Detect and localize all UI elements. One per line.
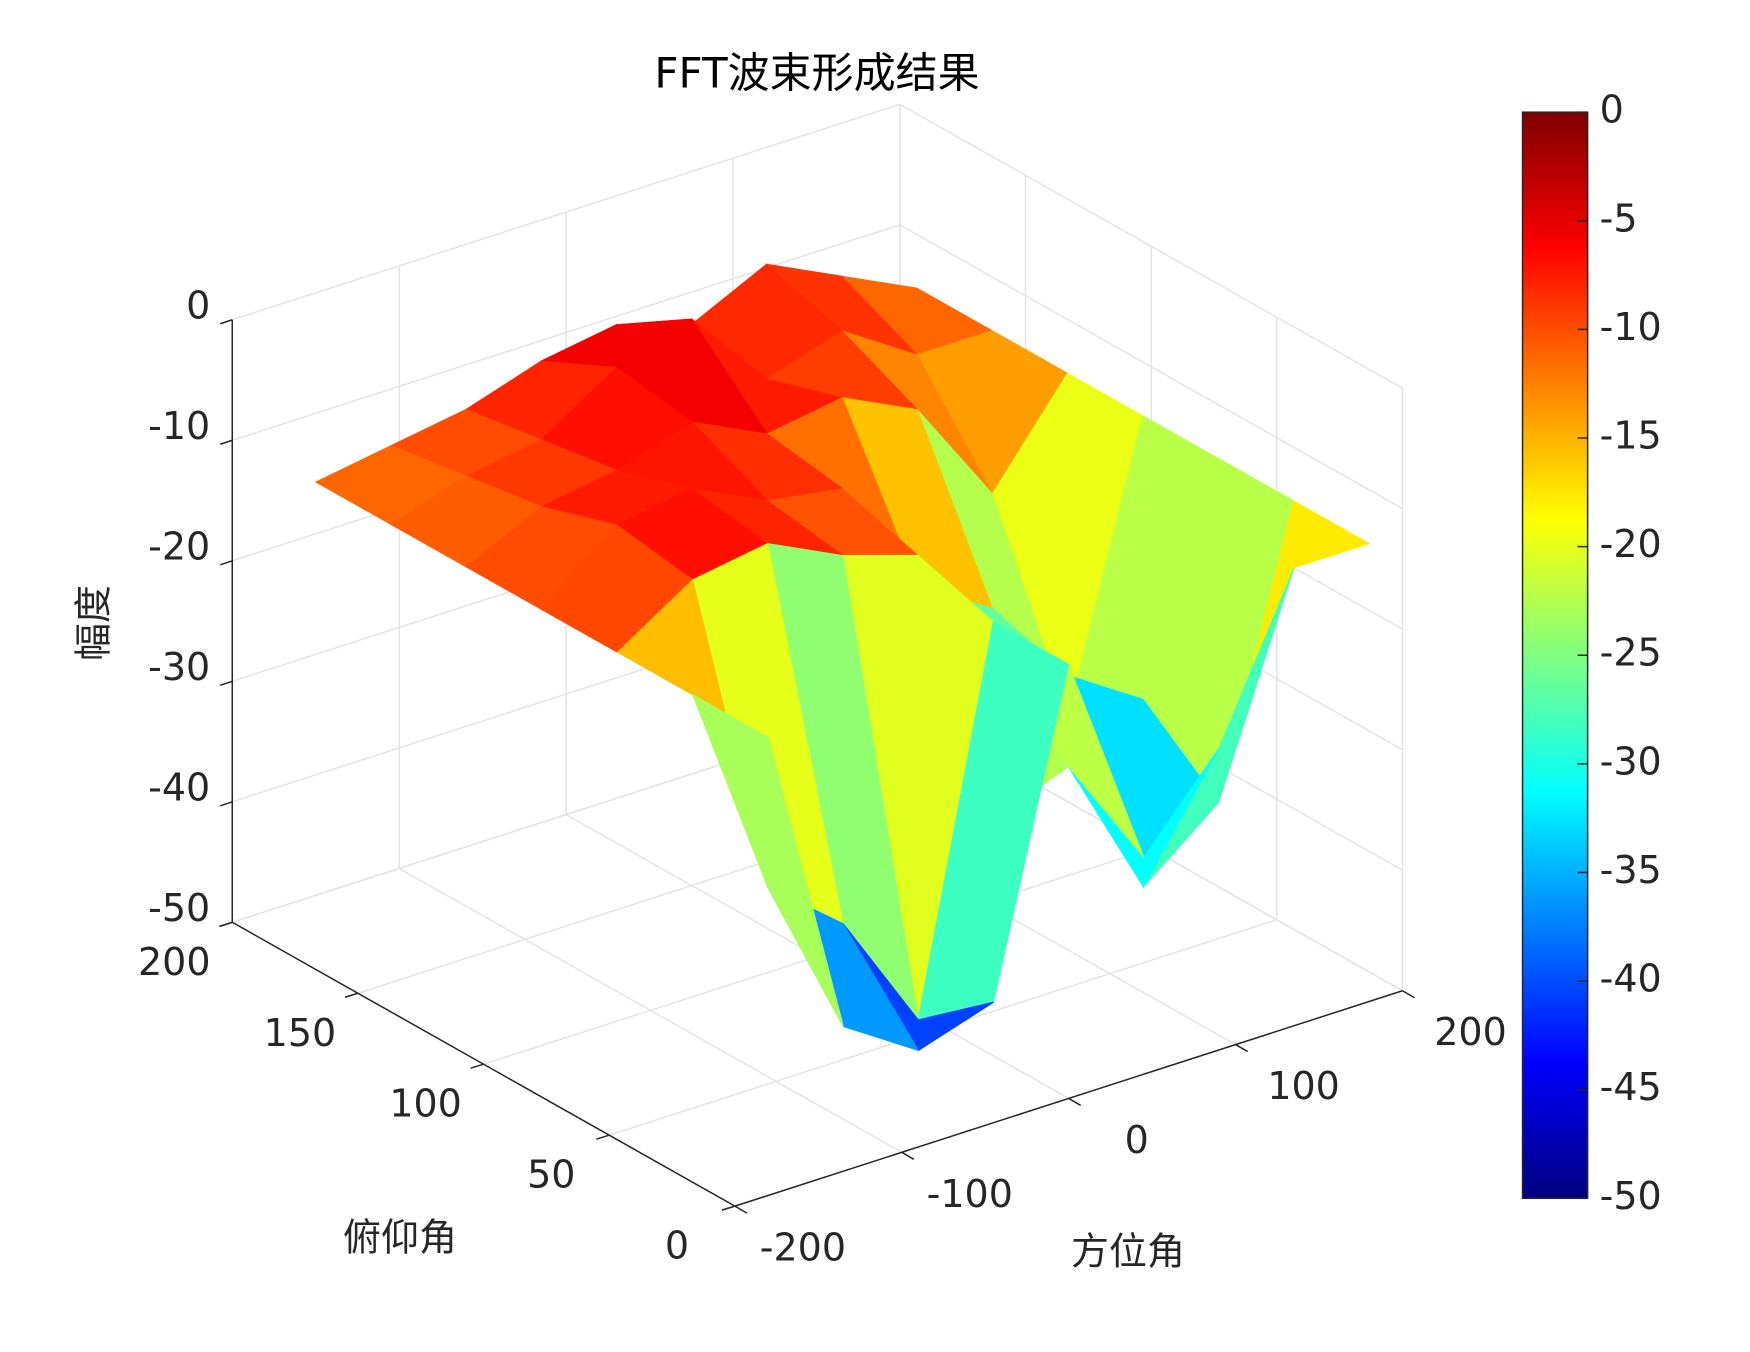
- colorbar-tick-label: -45: [1600, 1065, 1662, 1109]
- z-tick-label: -10: [148, 404, 210, 448]
- x-tick: [1402, 990, 1415, 999]
- z-tick-label: -30: [148, 645, 210, 689]
- z-tick: [220, 319, 233, 325]
- colorbar-tick-label: -50: [1600, 1174, 1662, 1218]
- z-tick-label: -20: [148, 524, 210, 568]
- x-tick: [901, 1151, 915, 1160]
- colorbar-tick-label: -5: [1600, 196, 1638, 240]
- colorbar-tick-label: -20: [1600, 522, 1662, 566]
- z-tick-label: -50: [148, 886, 210, 930]
- x-tick-label: -100: [927, 1172, 1013, 1216]
- x-tick-label: 0: [1125, 1118, 1149, 1162]
- colorbar-tick-label: -40: [1600, 957, 1662, 1001]
- x-axis-label: 方位角: [1071, 1230, 1185, 1274]
- colorbar: [1521, 111, 1589, 1200]
- y-tick: [344, 992, 359, 998]
- colorbar-tick-label: 0: [1600, 88, 1624, 132]
- x-tick-label: 200: [1434, 1010, 1507, 1054]
- y-tick-label: 50: [527, 1153, 575, 1197]
- z-tick: [220, 680, 233, 686]
- y-tick-label: 150: [264, 1011, 337, 1055]
- colorbar-tick-label: -10: [1600, 305, 1662, 349]
- y-tick-label: 100: [389, 1082, 462, 1126]
- colorbar-tick-label: -35: [1600, 848, 1662, 892]
- colorbar-tick-label: -30: [1600, 739, 1662, 783]
- y-tick: [596, 1134, 610, 1140]
- z-tick: [220, 801, 233, 807]
- y-tick-label: 0: [665, 1224, 689, 1268]
- y-tick-label: 200: [138, 940, 211, 984]
- y-axis-label: 俯仰角: [343, 1216, 457, 1260]
- z-tick: [220, 560, 233, 566]
- z-tick-label: 0: [186, 283, 210, 327]
- x-tick: [734, 1205, 748, 1214]
- y-tick: [721, 1205, 736, 1211]
- z-tick: [220, 439, 233, 445]
- surface-patch: [691, 693, 844, 1027]
- chart-title: FFT波束形成结果: [654, 49, 979, 98]
- x-tick: [1235, 1043, 1248, 1053]
- z-axis-label: 幅度: [72, 585, 116, 661]
- x-tick-label: -200: [760, 1226, 846, 1270]
- colorbar-tick-label: -25: [1600, 631, 1662, 675]
- colorbar-tick-label: -15: [1600, 414, 1662, 458]
- z-tick-label: -40: [148, 765, 210, 809]
- y-tick: [219, 921, 233, 928]
- y-tick: [470, 1063, 484, 1069]
- x-tick: [1068, 1097, 1082, 1107]
- x-tick-label: 100: [1267, 1064, 1340, 1108]
